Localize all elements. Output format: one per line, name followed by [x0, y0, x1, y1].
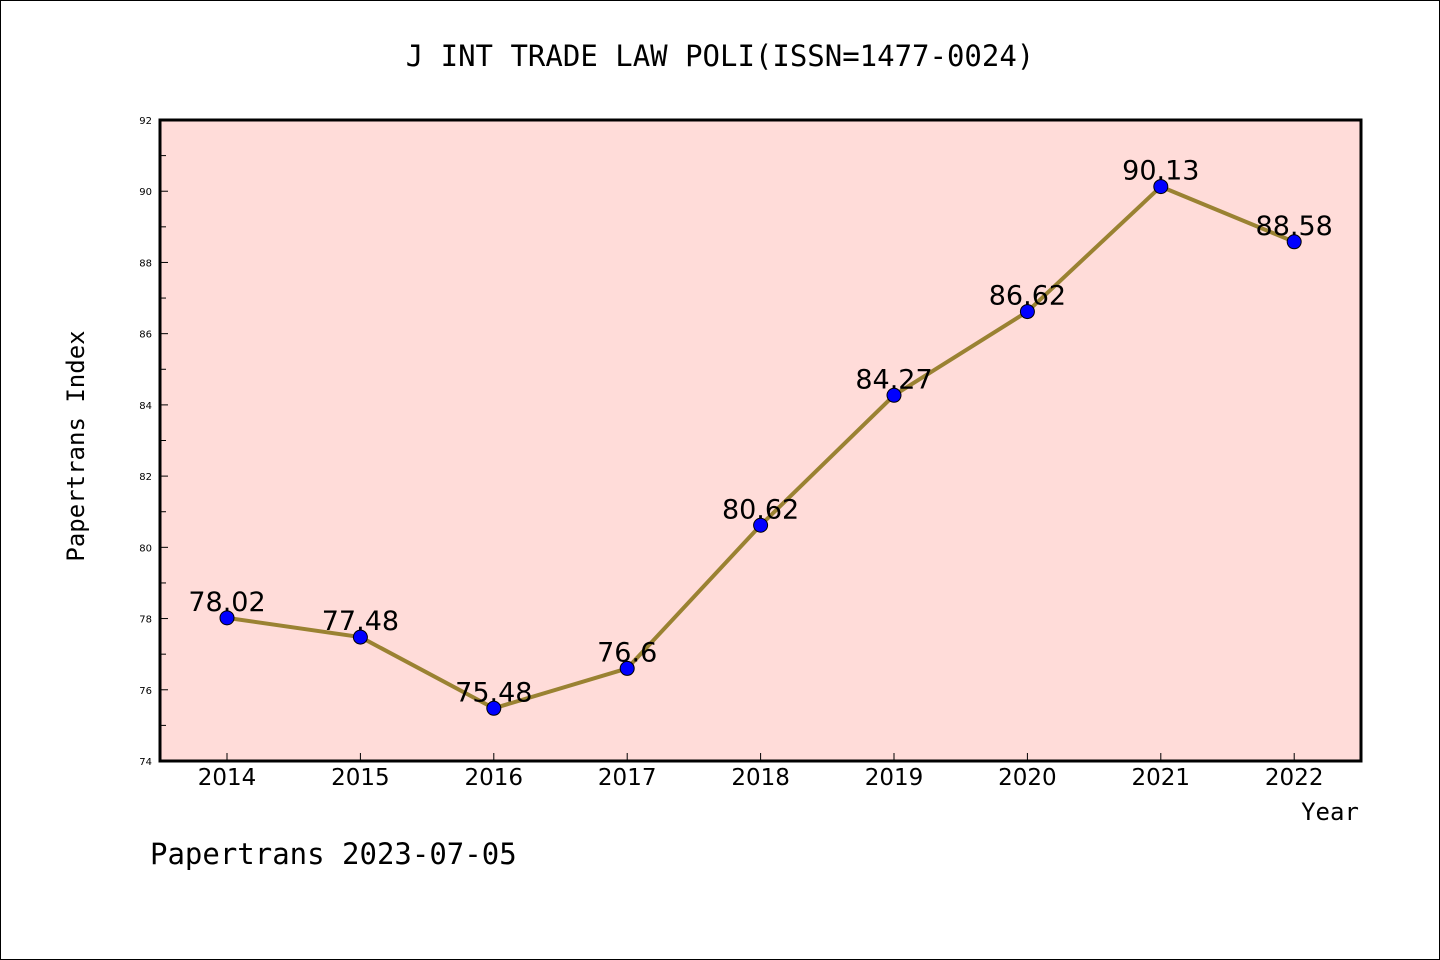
data-point	[486, 700, 502, 716]
x-axis-label: Year	[1301, 798, 1359, 826]
plot-frame	[158, 118, 1363, 763]
x-tick-label: 2014	[198, 765, 257, 791]
data-label: 86.62	[989, 281, 1066, 312]
x-tick-label: 2020	[998, 765, 1057, 791]
series-layer: 78.02 77.48 75.48 76.6 80.62 84.27 86.62 90.13 8…	[188, 156, 1333, 716]
data-label: 78.02	[188, 587, 265, 618]
data-point	[1286, 234, 1302, 250]
data-point	[619, 660, 635, 676]
data-point	[886, 387, 902, 403]
plot-area	[160, 120, 1361, 761]
y-tick-label: 82	[139, 472, 152, 483]
data-label: 80.62	[722, 494, 799, 525]
x-tick-label: 2022	[1265, 765, 1324, 791]
y-axis-label: Papertrans Index	[62, 330, 90, 561]
y-tick-label: 88	[139, 258, 152, 269]
data-point	[1019, 304, 1035, 320]
data-label: 88.58	[1256, 211, 1333, 242]
data-label: 77.48	[322, 606, 399, 637]
y-tick-label: 90	[139, 187, 152, 198]
y-tick-label: 74	[139, 757, 152, 768]
data-point	[219, 610, 235, 626]
x-tick-label: 2021	[1132, 765, 1191, 791]
x-tick-label: 2019	[865, 765, 924, 791]
y-tick-label: 86	[139, 330, 152, 341]
data-point	[352, 629, 368, 645]
y-tick-label: 78	[139, 615, 152, 626]
x-tick-label: 2015	[331, 765, 390, 791]
x-tick-label: 2017	[598, 765, 657, 791]
y-tick-label: 80	[139, 543, 152, 554]
chart-title: J INT TRADE LAW POLI(ISSN=1477-0024)	[406, 39, 1035, 73]
y-tick-label: 76	[139, 686, 152, 697]
y-tick-label: 84	[139, 401, 152, 412]
y-tick-label: 92	[139, 116, 152, 127]
data-point	[753, 517, 769, 533]
data-label: 90.13	[1122, 156, 1199, 187]
x-tick-label: 2018	[731, 765, 790, 791]
data-label: 84.27	[855, 364, 932, 395]
footer-text: Papertrans 2023-07-05	[150, 837, 517, 871]
data-label: 75.48	[455, 677, 532, 708]
data-point	[1153, 179, 1169, 195]
x-axis: 2014 2015 2016 2017 2018 2019 2020 2021 2022	[198, 753, 1324, 791]
x-tick-label: 2016	[465, 765, 524, 791]
data-label: 76.6	[597, 637, 657, 668]
